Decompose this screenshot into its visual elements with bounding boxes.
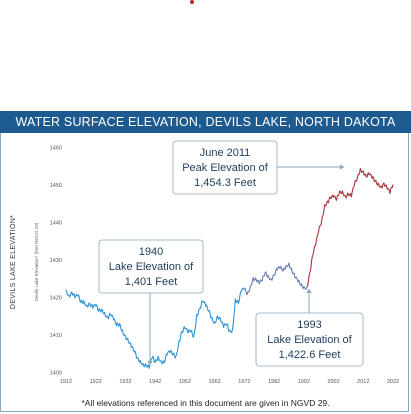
annotation-text-1940: 1940 (139, 246, 163, 258)
x-tick-label: 1952 (179, 379, 191, 385)
x-tick-label: 2012 (357, 379, 369, 385)
x-tick-label: 2022 (387, 379, 399, 385)
annotation-text-1993: 1993 (297, 319, 321, 331)
footnote: *All elevations referenced in this docum… (81, 398, 330, 408)
series-line-mid (243, 262, 308, 296)
x-tick-label: 2002 (327, 379, 339, 385)
y-tick-label: 1400 (50, 371, 62, 377)
y-tick-label: 1460 (50, 146, 62, 152)
x-tick-label: 1972 (238, 379, 250, 385)
x-tick-label: 1922 (90, 379, 102, 385)
annotation-arrowhead-1940 (147, 361, 153, 365)
accent-dot (190, 0, 194, 4)
annotation-arrowhead-1993 (306, 289, 312, 293)
series-line-late (306, 167, 394, 288)
x-tick-label: 1992 (298, 379, 310, 385)
y-tick-label: 1410 (50, 333, 62, 339)
annotation-box-1940 (98, 239, 204, 294)
x-tick-label: 1982 (268, 379, 280, 385)
annotation-text-2011: 1,454.3 Feet (194, 177, 256, 189)
chart-title-banner: WATER SURFACE ELEVATION, DEVILS LAKE, NO… (0, 111, 411, 133)
y-tick-label: 1420 (50, 296, 62, 302)
x-tick-label: 1962 (209, 379, 221, 385)
annotation-arrowhead-2011 (340, 164, 344, 170)
y-tick-label: 1450 (50, 183, 62, 189)
y-axis-subtitle: Devils Lake Elevation* (feet NGVD 29) (34, 222, 39, 301)
annotation-text-1993: Lake Elevation of (267, 334, 352, 346)
annotation-text-1940: 1,401 Feet (125, 276, 178, 288)
annotation-text-2011: Peak Elevation of (182, 162, 269, 174)
annotation-text-1940: Lake Elevation of (109, 261, 194, 273)
y-tick-label: 1430 (50, 258, 62, 264)
chart-frame (0, 133, 409, 412)
annotation-text-1993: 1,422.6 Feet (279, 349, 341, 361)
x-tick-label: 1942 (149, 379, 161, 385)
annotation-text-2011: June 2011 (200, 147, 251, 159)
y-tick-label: 1440 (50, 221, 62, 227)
x-tick-label: 1912 (60, 379, 72, 385)
x-tick-label: 1932 (119, 379, 131, 385)
y-axis-title: DEVILS LAKE ELEVATION* (10, 215, 17, 309)
series-line-early (65, 287, 245, 369)
chart-title: WATER SURFACE ELEVATION, DEVILS LAKE, NO… (15, 115, 396, 129)
